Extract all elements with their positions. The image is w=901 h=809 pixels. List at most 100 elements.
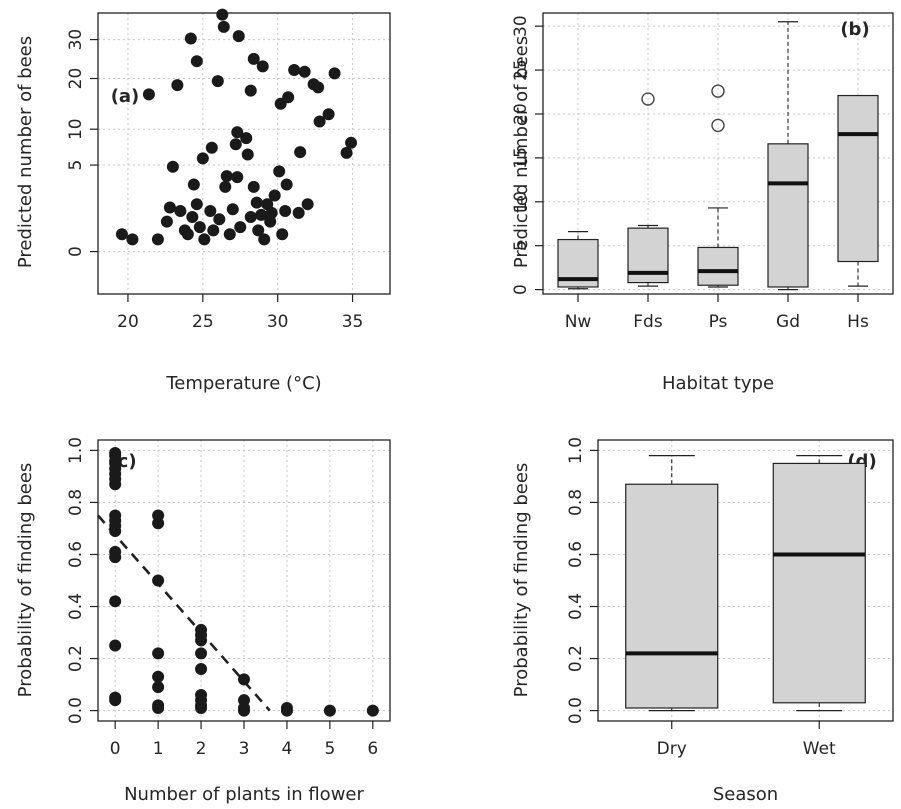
data-point	[301, 198, 314, 211]
data-point	[294, 146, 307, 159]
data-point	[152, 647, 165, 660]
data-point	[238, 673, 250, 686]
x-tick-label: Hs	[847, 312, 869, 332]
data-point	[280, 178, 293, 191]
data-point	[238, 704, 250, 717]
y-tick-label: 0.0	[66, 697, 86, 724]
data-point	[187, 178, 200, 191]
data-point	[273, 165, 286, 178]
y-tick-label: 0.6	[66, 541, 86, 568]
x-tick-label: 2	[196, 739, 207, 759]
data-point	[152, 517, 165, 530]
x-tick-label: 0	[110, 739, 121, 759]
y-tick-label: 25	[511, 59, 531, 81]
data-point	[213, 213, 226, 226]
y-axis: 0.0 0.2 0.4 0.6 0.8 1.0	[66, 437, 98, 724]
data-point	[298, 65, 311, 78]
data-point	[323, 704, 336, 717]
boxes	[625, 455, 866, 712]
y-tick-label: 30	[66, 29, 86, 51]
data-point	[195, 634, 208, 647]
x-tick-label: Ps	[709, 312, 728, 332]
y-tick-label: 0.6	[566, 541, 586, 568]
plot-frame	[597, 439, 894, 722]
x-tick-label: Gd	[776, 312, 800, 332]
box-body	[772, 462, 866, 704]
data-point	[190, 198, 203, 211]
data-point	[152, 574, 165, 587]
y-tick-label: 1.0	[566, 437, 586, 464]
data-point	[231, 171, 244, 184]
panel-label: (b)	[840, 19, 869, 40]
data-point	[244, 84, 257, 97]
y-tick-label: 5	[511, 240, 531, 251]
data-point	[204, 205, 217, 218]
data-point	[196, 152, 209, 165]
data-point	[142, 88, 155, 101]
data-point	[152, 701, 165, 714]
y-axis: 0.0 0.2 0.4 0.6 0.8 1.0	[566, 437, 598, 724]
data-point	[217, 20, 230, 33]
y-tick-label: 1.0	[66, 437, 86, 464]
box-gd	[767, 21, 809, 291]
box-body	[837, 94, 879, 263]
data-point	[220, 170, 233, 183]
y-tick-label: 0.2	[566, 645, 586, 672]
data-point	[345, 136, 358, 149]
data-point	[280, 704, 293, 717]
box-dry	[625, 455, 719, 712]
data-point	[109, 478, 122, 491]
data-point	[328, 67, 341, 80]
y-axis-label: Predicted number of bees	[511, 36, 532, 268]
data-point	[186, 210, 199, 223]
data-point	[288, 64, 301, 77]
data-point	[312, 81, 325, 94]
data-point	[193, 221, 206, 234]
data-point	[247, 180, 260, 193]
x-tick-label: Fds	[633, 312, 663, 332]
y-tick-label: 0	[66, 246, 86, 257]
x-axis: 20 25 30 35	[117, 294, 363, 332]
x-tick-label: Wet	[803, 739, 836, 759]
data-point	[163, 201, 176, 214]
panel-label: (a)	[111, 86, 140, 107]
y-axis-label: Probability of finding bees	[15, 463, 36, 698]
data-point	[195, 662, 208, 675]
panel-a: 0 5 10 20 30 20 25 30 35 Temperature (°C) Predicte…	[15, 8, 391, 394]
data-point	[229, 138, 242, 151]
data-point	[265, 206, 278, 219]
boxes	[557, 21, 879, 291]
data-point	[152, 670, 165, 683]
data-point	[232, 30, 245, 43]
x-axis-label: Number of plants in flower	[124, 784, 364, 805]
x-axis: Dry Wet	[657, 721, 836, 759]
x-tick-label: 30	[267, 312, 289, 332]
x-tick-label: 35	[342, 312, 364, 332]
data-point	[313, 115, 326, 128]
data-point	[282, 91, 295, 104]
data-point	[216, 8, 229, 21]
data-point	[223, 228, 236, 241]
y-tick-label: 20	[511, 103, 531, 125]
data-point	[174, 205, 187, 218]
x-tick-label: Dry	[657, 739, 687, 759]
data-point	[211, 75, 224, 88]
data-point	[198, 233, 211, 246]
data-point	[244, 210, 257, 223]
data-point	[195, 701, 208, 714]
data-point	[322, 108, 335, 121]
x-axis: Nw Fds Ps Gd Hs	[565, 294, 869, 332]
fit-line	[97, 514, 271, 712]
data-point	[181, 228, 194, 241]
data-point	[166, 160, 179, 173]
panel-b: 0 5 10 15 20 25 30 Nw Fds Ps Gd Hs Habitat type Predi…	[511, 12, 894, 394]
x-tick-label: 6	[367, 739, 378, 759]
outlier-point	[641, 92, 655, 106]
y-tick-label: 5	[66, 160, 86, 171]
y-tick-label: 10	[66, 118, 86, 140]
outlier-point	[711, 118, 725, 133]
data-point	[109, 595, 122, 608]
data-point	[247, 52, 260, 65]
box-nw	[557, 231, 599, 290]
box-hs	[837, 94, 879, 287]
